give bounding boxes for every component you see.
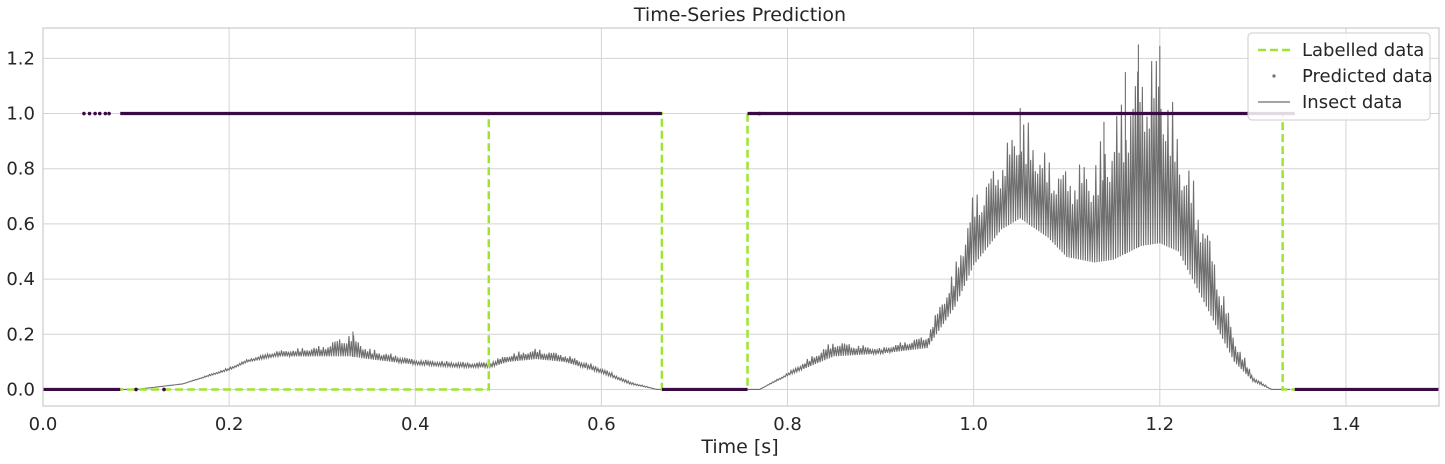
predicted-data-point <box>757 111 762 116</box>
y-axis: 0.0 0.2 0.4 0.6 0.8 1.0 1.2 <box>6 48 35 400</box>
legend-label-insect: Insect data <box>1302 92 1402 113</box>
x-tick-label: 0.2 <box>215 414 244 435</box>
y-tick-label: 1.2 <box>6 48 35 69</box>
x-axis: 0.0 0.2 0.4 0.6 0.8 1.0 1.2 1.4 <box>29 414 1361 435</box>
y-tick-label: 0.4 <box>6 269 35 290</box>
y-tick-label: 0.8 <box>6 159 35 180</box>
x-tick-label: 1.4 <box>1332 414 1361 435</box>
predicted-data-point <box>82 111 86 116</box>
predicted-data-point <box>93 111 97 116</box>
legend: Labelled data Predicted data Insect data <box>1247 32 1433 121</box>
x-tick-label: 0.8 <box>773 414 802 435</box>
predicted-data-point <box>103 111 108 116</box>
legend-label-labelled: Labelled data <box>1302 40 1424 61</box>
x-tick-label: 1.2 <box>1145 414 1174 435</box>
insect-data-line <box>117 60 1291 390</box>
plot-frame <box>42 27 1440 407</box>
y-tick-label: 0.0 <box>6 379 35 400</box>
y-tick-label: 0.6 <box>6 214 35 235</box>
legend-swatch-predicted <box>1272 74 1276 78</box>
legend-box <box>1247 32 1431 121</box>
x-tick-label: 1.0 <box>959 414 988 435</box>
y-tick-label: 0.2 <box>6 324 35 345</box>
predicted-data-point <box>162 387 166 392</box>
plot-layer <box>43 44 1439 392</box>
x-axis-label: Time [s] <box>700 436 778 458</box>
predicted-data-point <box>97 111 102 116</box>
predicted-data-point <box>107 111 111 116</box>
y-tick-label: 1.0 <box>6 104 35 125</box>
plot-area <box>43 44 1439 392</box>
x-tick-label: 0.4 <box>401 414 430 435</box>
predicted-data-point <box>87 111 92 116</box>
predicted-data-point <box>134 387 138 392</box>
chart-title: Time-Series Prediction <box>633 4 846 26</box>
x-tick-label: 0.0 <box>29 414 58 435</box>
x-tick-label: 0.6 <box>587 414 616 435</box>
legend-label-predicted: Predicted data <box>1302 66 1433 87</box>
